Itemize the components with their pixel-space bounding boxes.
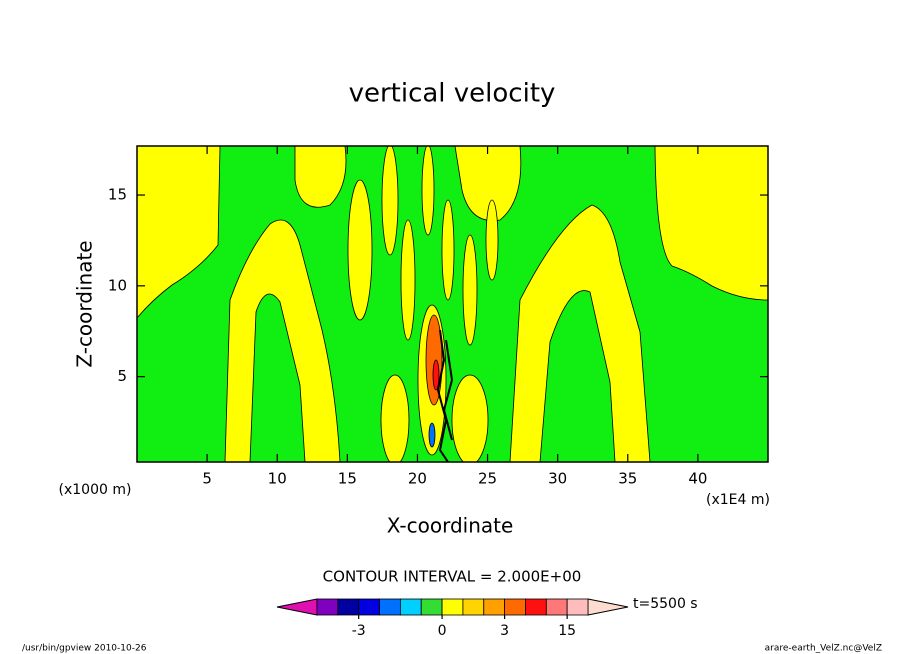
x-tick-label: 5 [202,470,212,488]
x-tick-label: 25 [478,470,497,488]
contour-region [421,146,435,236]
colorbar-segment [399,598,422,616]
x-unit: (x1E4 m) [706,492,770,508]
contour-region [654,146,768,301]
colorbar-segment [379,598,401,616]
colorbar-tick-label: 15 [558,623,576,639]
time-label: t=5500 s [633,596,698,612]
colorbar-segment [504,598,526,616]
footer-right: arare-earth_VelZ.nc@VelZ [765,644,882,654]
colorbar-segment [358,598,380,616]
colorbar-segment [462,598,485,616]
contour-lines [436,329,454,462]
contour-region [451,374,489,462]
contour-region [462,234,478,346]
contour-interval: CONTOUR INTERVAL = 2.000E+00 [323,568,582,586]
contour-region [485,199,499,281]
contour-field [137,146,768,462]
colorbar-under [276,598,318,616]
colorbar-tick-label: -3 [352,623,366,639]
contour-region [428,422,436,448]
contour-region [381,146,399,256]
colorbar-segment [525,598,547,616]
x-tick-label: 10 [268,470,287,488]
contour-region [441,199,455,301]
y-axis-label: Z-coordinate [73,240,97,367]
colorbar-segment [337,598,360,616]
contour-region [347,179,373,321]
contour-region [137,146,221,319]
footer-left: /usr/bin/gpview 2010-10-26 [22,644,147,654]
contour-region [539,290,616,462]
contour-region [400,219,416,341]
contour-region [249,293,306,462]
contour-region [380,374,410,462]
y-tick-label: 10 [108,276,127,294]
colorbar-segment [545,598,568,616]
x-tick-label: 40 [688,470,707,488]
colorbar-tick-label: 0 [438,623,447,639]
colorbar-segment [316,598,339,616]
x-tick-label: 20 [408,470,427,488]
y-tick-label: 15 [108,186,127,204]
colorbar-segment [420,598,443,616]
chart-title: vertical velocity [349,79,556,109]
y-tick-label: 5 [117,367,127,385]
contour-region [454,146,522,222]
x-tick-label: 15 [338,470,357,488]
plot-frame [136,145,769,463]
contour-region [294,146,347,208]
contour-region [432,359,440,391]
x-tick-label: 30 [548,470,567,488]
x-tick-label: 35 [618,470,637,488]
colorbar-segment [483,598,506,616]
y-unit: (x1000 m) [59,482,132,498]
colorbar-segment [441,598,464,616]
colorbar-over [587,598,629,616]
contour-region [425,314,443,406]
x-axis-label: X-coordinate [387,514,514,538]
colorbar-tick-label: 3 [500,623,509,639]
colorbar-segment [566,598,589,616]
